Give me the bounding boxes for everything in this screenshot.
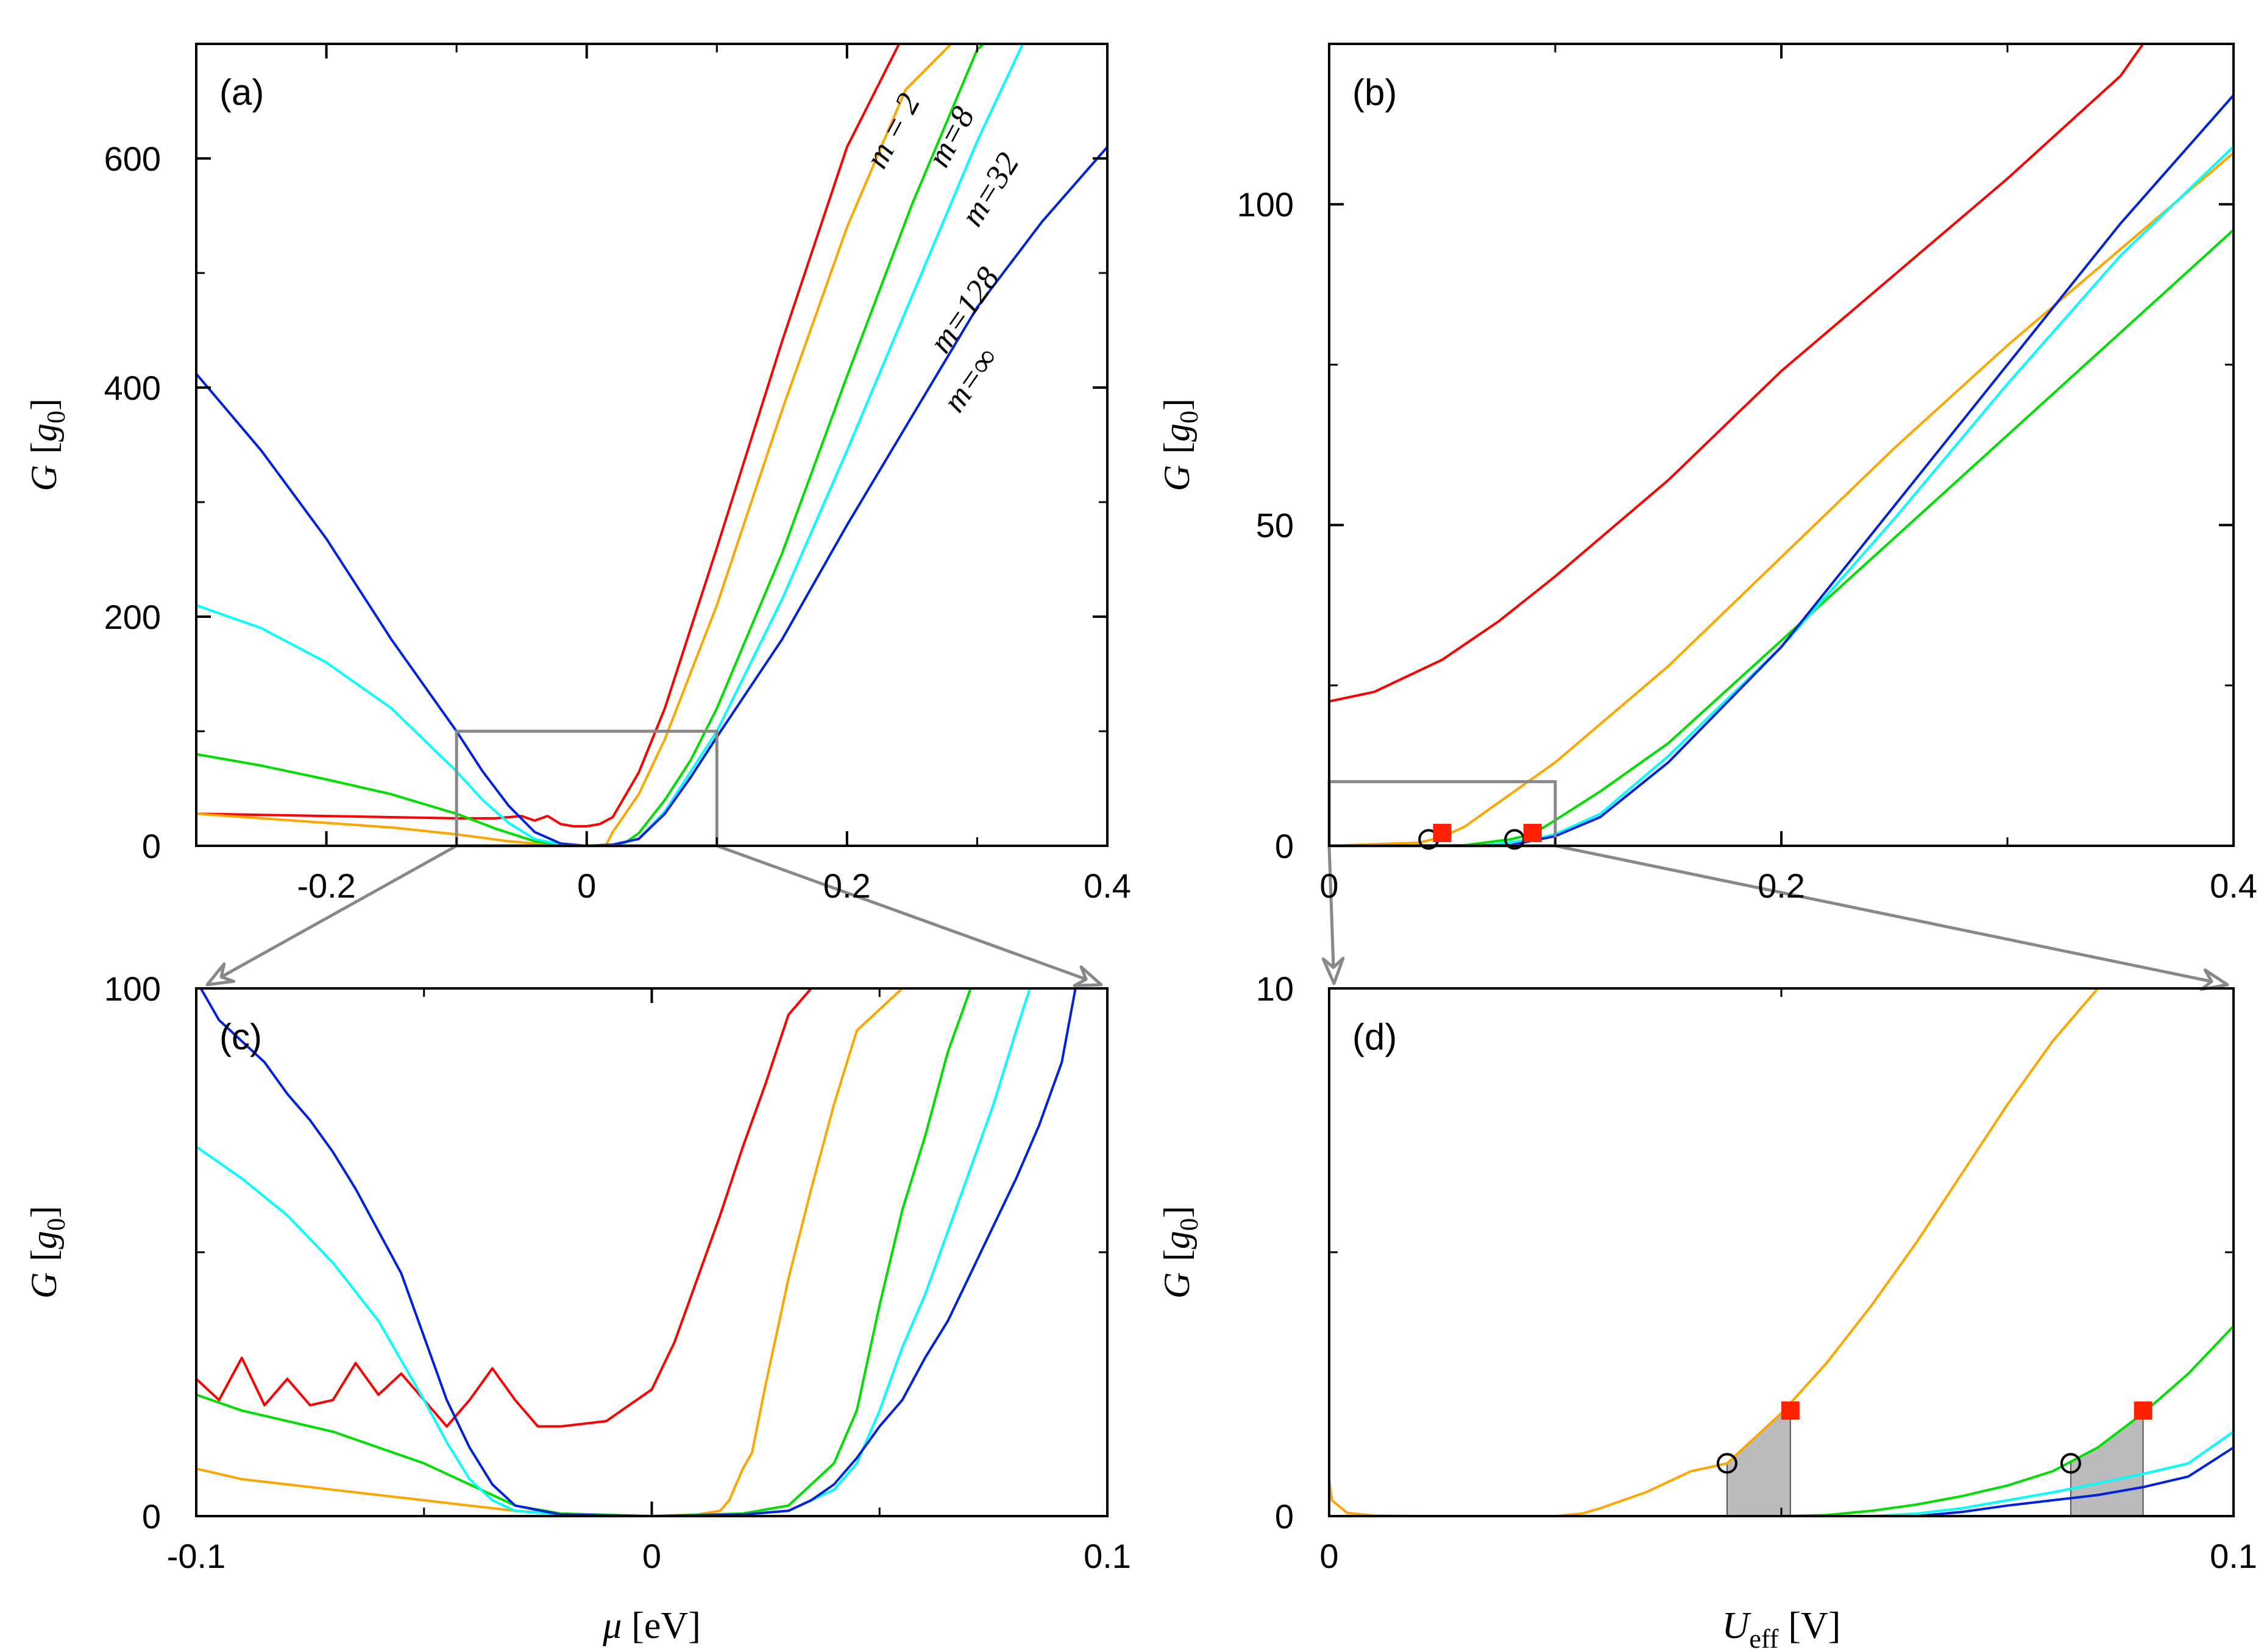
y-tick-label: 100 xyxy=(1237,185,1294,224)
panel-d-markers xyxy=(1716,1401,2152,1474)
y-tick-label: 600 xyxy=(104,140,161,178)
zoom-arrow-line xyxy=(206,844,458,987)
open-circle-marker xyxy=(2060,1453,2081,1474)
zoom-arrow-line xyxy=(716,844,1102,987)
series-line-minf xyxy=(1329,1446,2234,1516)
panel-a-label: (a) xyxy=(219,72,264,113)
x-tick-label: 0.4 xyxy=(1084,867,1131,905)
x-tick-label: 0 xyxy=(642,1537,661,1575)
panel-d-ticks: 0 0.1 0 10 xyxy=(1256,970,2257,1575)
panel-a-y-axis-label: G[g0] xyxy=(24,399,71,491)
zoom-arrow-head xyxy=(1321,957,1345,985)
panel-b-markers xyxy=(1418,823,1542,850)
zoom-arrow-line xyxy=(1327,845,1336,984)
series-line-m2 xyxy=(1329,44,2145,703)
panel-d-y-axis-label: G[g0] xyxy=(1157,1206,1204,1299)
zoom-arrow-head xyxy=(205,962,236,987)
panel-d: 0 0.1 0 10 (d) G[g0] Ueff [V] xyxy=(1157,970,2257,1652)
y-tick-label: 0 xyxy=(1275,1497,1294,1536)
y-tick-label: 200 xyxy=(104,598,161,636)
panel-b-ticks: 0 0.2 0.4 0 50 100 xyxy=(1237,44,2257,905)
filled-square-marker xyxy=(2134,1401,2152,1420)
series-line-minf xyxy=(1329,94,2234,846)
panel-c-x-axis-label: μ [eV] xyxy=(602,1605,701,1647)
zoom-arrow-head xyxy=(1073,965,1103,987)
x-tick-label: 0 xyxy=(1319,867,1338,905)
x-tick-label: 0.1 xyxy=(2210,1537,2257,1575)
panel-d-label: (d) xyxy=(1352,1016,1397,1057)
x-tick-label: 0.2 xyxy=(823,867,871,905)
y-tick-label: 50 xyxy=(1256,506,1294,545)
series-line-m32 xyxy=(1329,229,2234,846)
panel-b-label: (b) xyxy=(1352,72,1397,113)
filled-square-marker xyxy=(1433,823,1452,842)
panel-c-label: (c) xyxy=(219,1016,262,1057)
series-line-m2 xyxy=(196,988,812,1428)
series-line-m128 xyxy=(1329,1430,2234,1516)
series-line-m32 xyxy=(196,988,972,1516)
x-tick-label: -0.1 xyxy=(167,1537,226,1575)
y-tick-label: 0 xyxy=(142,827,161,865)
series-line-m2 xyxy=(196,44,901,828)
y-tick-label: 0 xyxy=(142,1497,161,1536)
open-circle-marker xyxy=(1716,1453,1737,1474)
x-tick-label: 0 xyxy=(577,867,596,905)
panel-d-x-axis-label: Ueff [V] xyxy=(1722,1605,1841,1652)
y-tick-label: 400 xyxy=(104,369,161,407)
panel-a-ticks: -0.2 0 0.2 0.4 0 200 400 600 xyxy=(104,44,1131,905)
x-tick-label: 0.2 xyxy=(1758,867,1805,905)
filled-square-marker xyxy=(1523,823,1542,842)
zoom-arrow-line xyxy=(1555,844,2228,987)
x-tick-label: -0.2 xyxy=(297,867,356,905)
filled-square-marker xyxy=(1781,1401,1800,1420)
series-line-m128 xyxy=(1329,145,2234,846)
panel-b: 0 0.2 0.4 0 50 100 (b) G[g0] xyxy=(1157,43,2257,905)
y-tick-label: 0 xyxy=(1275,827,1294,865)
panel-a-frame xyxy=(195,43,1109,847)
panel-c-y-axis-label: G[g0] xyxy=(24,1206,71,1299)
x-tick-label: 0.1 xyxy=(1084,1537,1131,1575)
x-tick-label: 0.4 xyxy=(2210,867,2257,905)
y-tick-label: 10 xyxy=(1256,970,1294,1008)
x-tick-label: 0 xyxy=(1319,1537,1338,1575)
panel-b-y-axis-label: G[g0] xyxy=(1157,399,1204,491)
y-tick-label: 100 xyxy=(104,970,161,1008)
